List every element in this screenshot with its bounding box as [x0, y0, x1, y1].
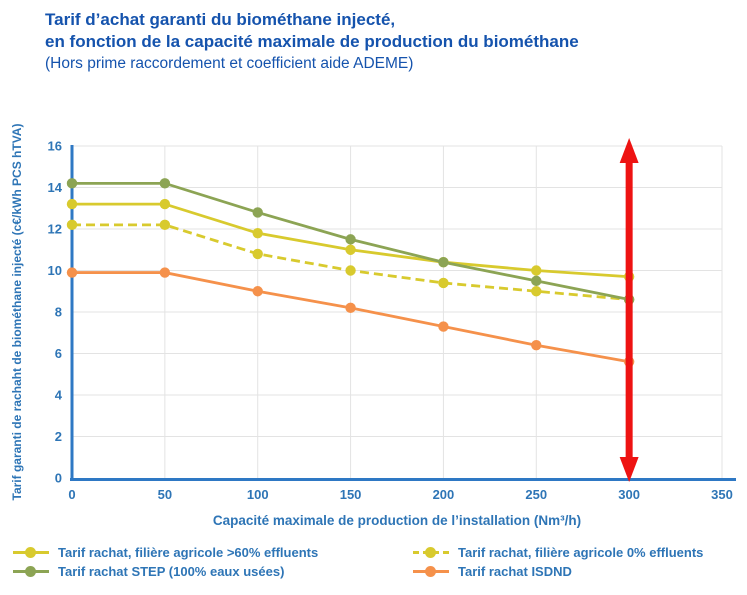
red-arrow-head-up	[619, 138, 639, 163]
y-tick-label: 6	[55, 346, 62, 361]
chart-title: Tarif d’achat garanti du biométhane inje…	[45, 9, 579, 74]
data-point-s0	[345, 244, 356, 255]
y-tick-label: 2	[55, 429, 62, 444]
data-point-s2	[66, 178, 78, 189]
data-point-s1	[438, 277, 449, 289]
x-tick-label: 300	[618, 487, 640, 502]
y-tick-label: 8	[55, 305, 62, 320]
x-tick-label: 200	[433, 487, 455, 502]
x-tick-label: 0	[68, 487, 75, 502]
x-tick-label: 150	[340, 487, 362, 502]
data-point-s2	[531, 275, 542, 287]
legend-item-isdnd: Tarif rachat ISDND	[413, 564, 703, 579]
legend-marker-step-icon	[13, 565, 49, 578]
legend-marker-agricole-0-icon	[413, 546, 449, 559]
data-point-s1	[531, 286, 542, 297]
x-tick-label: 350	[711, 487, 733, 502]
legend-label-isdnd: Tarif rachat ISDND	[458, 564, 572, 579]
chart-title-line3: (Hors prime raccordement et coefficient …	[45, 55, 414, 72]
legend-label-step: Tarif rachat STEP (100% eaux usées)	[58, 564, 285, 579]
y-tick-label: 10	[48, 263, 62, 278]
legend: Tarif rachat, filière agricole >60% effl…	[13, 545, 703, 579]
chart-title-line2: en fonction de la capacité maximale de p…	[45, 32, 579, 51]
data-point-s0	[252, 227, 263, 239]
data-point-s1	[252, 248, 263, 260]
red-arrow-shaft	[625, 160, 633, 460]
data-point-s3	[159, 267, 171, 278]
y-axis-title: Tarif garanti de rachaht de biométhane i…	[10, 123, 24, 501]
legend-label-agricole-0: Tarif rachat, filière agricole 0% efflue…	[458, 545, 704, 560]
data-point-s0	[159, 198, 171, 210]
data-point-s3	[438, 321, 449, 332]
data-point-s2	[345, 234, 356, 245]
legend-item-agricole-0: Tarif rachat, filière agricole 0% efflue…	[413, 545, 703, 560]
legend-marker-isdnd-icon	[413, 565, 449, 578]
y-tick-label: 14	[48, 180, 63, 195]
x-tick-label: 250	[525, 487, 547, 502]
data-point-s2	[438, 257, 449, 268]
y-tick-label: 16	[48, 139, 62, 154]
legend-marker-agricole-60-icon	[13, 546, 49, 559]
red-arrow-head-down	[619, 457, 639, 482]
data-point-s3	[531, 340, 542, 351]
legend-item-agricole-60: Tarif rachat, filière agricole >60% effl…	[13, 545, 413, 560]
data-point-s3	[252, 286, 263, 297]
data-point-s3	[66, 267, 78, 278]
legend-label-agricole-60: Tarif rachat, filière agricole >60% effl…	[58, 545, 319, 560]
data-point-s0	[531, 265, 542, 276]
data-point-s1	[66, 219, 78, 231]
data-point-s1	[159, 219, 171, 231]
data-point-s1	[345, 265, 356, 276]
chart-title-line1: Tarif d’achat garanti du biométhane inje…	[45, 10, 396, 29]
y-tick-label: 0	[55, 471, 62, 486]
data-point-s2	[159, 178, 171, 189]
x-axis-title: Capacité maximale de production de l’ins…	[212, 513, 582, 528]
x-tick-label: 100	[247, 487, 269, 502]
y-tick-label: 12	[48, 222, 62, 237]
data-point-s3	[345, 302, 356, 314]
x-tick-label: 50	[158, 487, 172, 502]
data-point-s2	[252, 207, 263, 218]
data-point-s0	[66, 198, 78, 210]
y-tick-label: 4	[55, 388, 63, 403]
legend-item-step: Tarif rachat STEP (100% eaux usées)	[13, 564, 413, 579]
